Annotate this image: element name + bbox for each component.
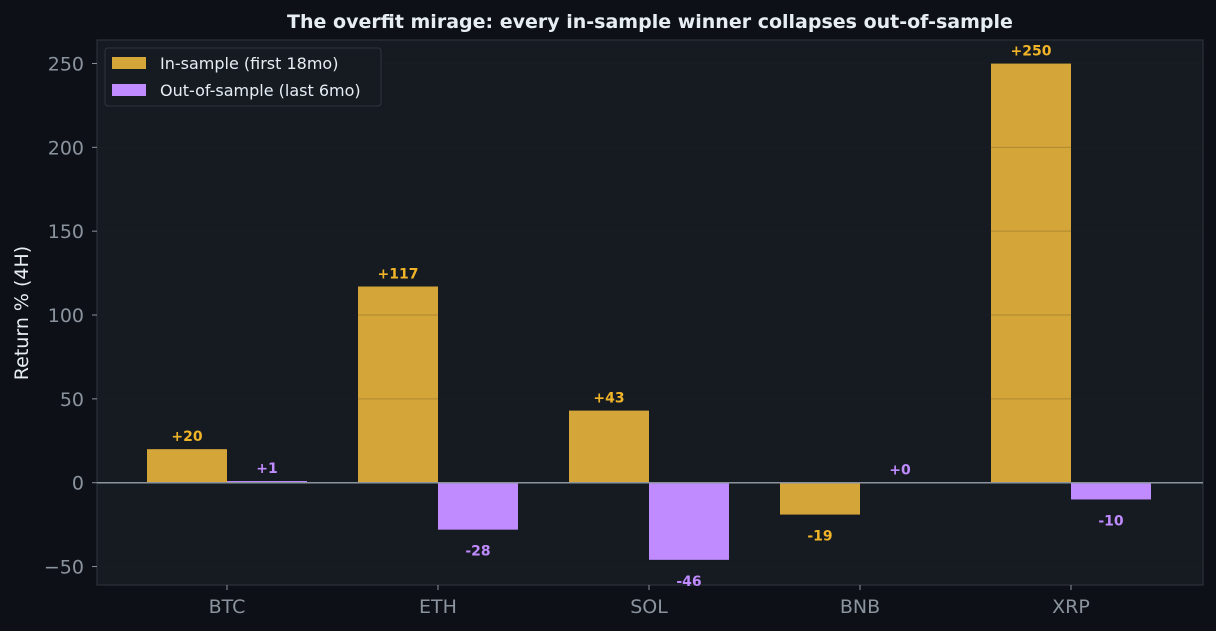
y-tick-label: −50	[44, 557, 84, 579]
x-axis-ticks: BTC ETH SOL BNB XRP	[209, 585, 1090, 618]
legend-box	[104, 47, 382, 107]
out-of-sample-bar-eth	[438, 482, 518, 530]
y-axis-ticks: −50 0 50 100 150 200 250	[44, 53, 97, 579]
out-of-sample-value-label-sol: -46	[676, 574, 701, 590]
out-of-sample-value-label-bnb: +0	[889, 463, 911, 479]
legend: In-sample (first 18mo) Out-of-sample (la…	[104, 47, 382, 107]
y-tick-label: 200	[48, 137, 84, 159]
chart-title: The overfit mirage: every in-sample winn…	[287, 11, 1013, 33]
x-tick-label-btc: BTC	[209, 596, 246, 618]
out-of-sample-value-label-eth: -28	[465, 544, 490, 560]
legend-label-out-of-sample: Out-of-sample (last 6mo)	[160, 81, 361, 100]
y-axis-label: Return % (4H)	[11, 246, 33, 380]
y-tick-label: 0	[72, 473, 84, 495]
out-of-sample-value-label-xrp: -10	[1098, 513, 1124, 529]
in-sample-value-label-eth: +117	[378, 267, 419, 283]
y-tick-label: 250	[48, 53, 84, 75]
data-labels: +20 +1 +117 -28 +43 -46 -19 +0 +250 -10	[171, 43, 1124, 589]
y-tick-label: 150	[48, 221, 84, 243]
in-sample-bar-btc	[147, 449, 227, 483]
legend-swatch-out-of-sample	[112, 84, 146, 96]
x-tick-label-xrp: XRP	[1052, 596, 1090, 618]
in-sample-value-label-xrp: +250	[1011, 43, 1052, 59]
x-tick-label-bnb: BNB	[840, 596, 880, 618]
grid-lines-overlay	[97, 62, 1203, 568]
in-sample-value-label-btc: +20	[171, 429, 202, 445]
y-tick-label: 100	[48, 305, 84, 327]
legend-label-in-sample: In-sample (first 18mo)	[160, 54, 338, 73]
bars	[147, 63, 1151, 560]
x-tick-label-sol: SOL	[630, 596, 668, 618]
in-sample-bar-bnb	[780, 482, 860, 515]
legend-swatch-in-sample	[112, 57, 146, 69]
out-of-sample-bar-btc	[227, 481, 307, 483]
out-of-sample-bar-sol	[649, 482, 729, 560]
in-sample-bar-eth	[358, 286, 438, 483]
out-of-sample-value-label-btc: +1	[256, 461, 277, 477]
out-of-sample-bar-xrp	[1071, 482, 1151, 500]
in-sample-value-label-sol: +43	[593, 391, 624, 407]
in-sample-value-label-bnb: -19	[807, 529, 832, 545]
in-sample-bar-xrp	[991, 63, 1071, 483]
y-tick-label: 50	[60, 389, 84, 411]
x-tick-label-eth: ETH	[419, 596, 457, 618]
in-sample-bar-sol	[569, 410, 649, 483]
